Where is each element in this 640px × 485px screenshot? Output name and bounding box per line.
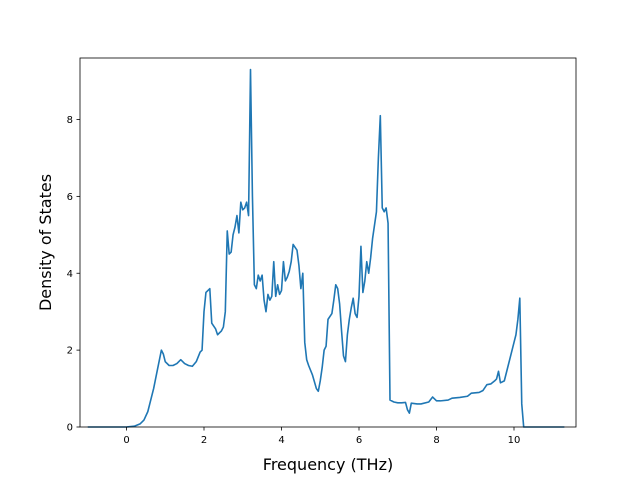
- x-tick-label: 4: [278, 435, 284, 446]
- x-tick-label: 6: [356, 435, 362, 446]
- y-tick-label: 2: [67, 346, 73, 357]
- x-tick-label: 8: [433, 435, 439, 446]
- y-axis-label: Density of States: [36, 174, 55, 311]
- series-line-0: [87, 68, 565, 428]
- x-axis-ticks: 0 2 4 6 8 10: [123, 427, 520, 446]
- x-tick-label: 10: [508, 435, 521, 446]
- axes-frame: [79, 57, 577, 428]
- y-tick-label: 8: [67, 115, 73, 126]
- y-tick-label: 0: [67, 423, 73, 434]
- y-tick-label: 6: [67, 192, 73, 203]
- plot-area: [87, 68, 565, 428]
- x-axis-label: Frequency (THz): [263, 455, 393, 474]
- y-axis-ticks: 0 2 4 6 8: [67, 115, 80, 434]
- y-tick-label: 4: [67, 269, 73, 280]
- x-tick-label: 2: [201, 435, 207, 446]
- x-tick-label: 0: [123, 435, 129, 446]
